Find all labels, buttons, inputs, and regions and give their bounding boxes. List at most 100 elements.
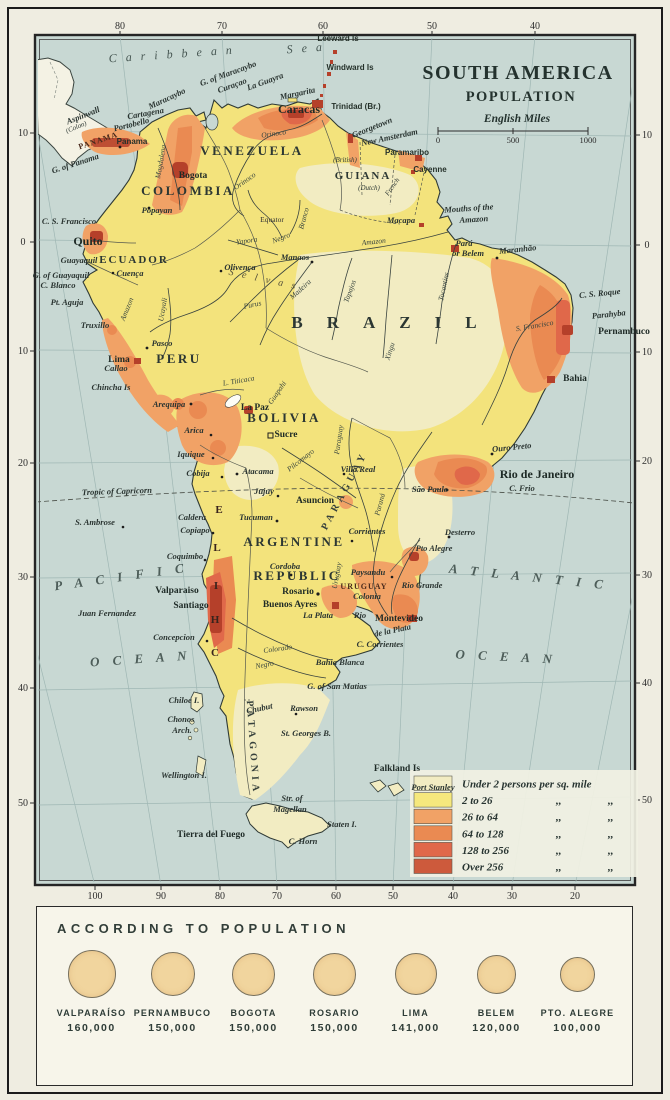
- map-label-sucre: Sucre: [274, 430, 297, 440]
- map-label-c-blanco: C. Blanco: [41, 280, 76, 290]
- legend-label-26-to-64: 26 to 64: [461, 812, 499, 824]
- scale-heading: English Miles: [483, 113, 551, 125]
- map-label-dutch: (Dutch): [358, 184, 380, 192]
- map-label-ecuador: ECUADOR: [99, 254, 169, 266]
- axis-right-10: 10: [642, 347, 652, 358]
- axis-left-30: 30: [18, 572, 28, 583]
- axis-left-0: 0: [21, 237, 26, 248]
- map-label-guiana: GUIANA: [335, 170, 392, 182]
- map-label-tierra-del-fuego: Tierra del Fuego: [177, 830, 245, 840]
- map-label-peru: PERU: [156, 351, 201, 366]
- axis-left-40: 40: [18, 683, 28, 694]
- axis-left-10: 10: [18, 128, 28, 139]
- axis-right-30: 30: [642, 570, 652, 581]
- map-label-bogota: Bogota: [179, 171, 208, 181]
- map-label-villa-real: Villa Real: [341, 464, 376, 474]
- axis-bottom-80: 80: [215, 891, 225, 902]
- map-label-venezuela: VENEZUELA: [200, 143, 303, 158]
- map-label-or-belem: or Belem: [452, 248, 484, 258]
- map-label-arch: Arch.: [171, 725, 192, 735]
- map-label-o-c-e-a-n: O C E A N: [89, 647, 191, 669]
- map-label-paramaribo: Paramaribo: [385, 148, 429, 157]
- map-canvas: SOUTH AMERICA POPULATION English Miles 8…: [18, 21, 652, 902]
- axis-bottom-20: 20: [570, 891, 580, 902]
- map-label-corrientes: Corrientes: [349, 526, 387, 536]
- legend-swatch-128-to-256: [413, 842, 453, 858]
- map-label-rio-de-janeiro: Rio de Janeiro: [500, 467, 574, 481]
- map-label-bahia: Bahia: [563, 374, 587, 384]
- map-label-quito: Quito: [73, 234, 102, 248]
- population-city-name: LIMA: [402, 1008, 429, 1018]
- legend-swatch-over-256: [413, 858, 453, 874]
- legend-swatch-2-to-26: [413, 792, 453, 808]
- map-label-la-paz: La Paz: [241, 403, 270, 413]
- map-label-l: L: [213, 542, 220, 554]
- map-label-c: C: [211, 647, 219, 659]
- axis-top-80: 80: [115, 21, 125, 32]
- map-label-s-e-a: S e a: [286, 40, 325, 57]
- population-city-name: BOGOTA: [230, 1008, 277, 1018]
- population-circle-box: [560, 944, 595, 1004]
- map-label-o-c-e-a-n: O C E A N: [455, 646, 557, 666]
- map-label-panama: Panama: [117, 137, 148, 146]
- population-city-bogota: BOGOTA 150,000: [213, 944, 294, 1034]
- legend-ditto-1: ,,: [555, 812, 562, 824]
- map-label-valparaiso: Valparaiso: [155, 586, 199, 596]
- map-label-bahia-blanca: Bahia Blanca: [315, 657, 365, 667]
- town-dots: [111, 145, 499, 716]
- map-label-macapa: Macapa: [386, 215, 416, 225]
- population-city-rosario: ROSARIO 150,000: [294, 944, 375, 1034]
- population-city-valpara-so: VALPARAÍSO 160,000: [51, 944, 132, 1034]
- legend-label-2-to-26: 2 to 26: [461, 795, 493, 807]
- map-label-rosario: Rosario: [282, 587, 314, 597]
- population-circle-box: [394, 944, 437, 1004]
- map-label-truxillo: Truxillo: [81, 320, 110, 330]
- map-label-c-frio: C. Frio: [509, 483, 535, 493]
- population-city-value: 100,000: [553, 1022, 602, 1034]
- axis-right-20: 20: [642, 456, 652, 467]
- map-label-c-s-roque: C. S. Roque: [578, 286, 621, 300]
- map-label-maranh-o: Maranhão: [498, 242, 537, 256]
- map-label-s-o-paulo: São Paulo: [412, 484, 448, 494]
- map-label-c-corrientes: C. Corrientes: [357, 639, 404, 649]
- map-label-cordoba: Cordoba: [270, 561, 301, 571]
- population-circle-box: [150, 944, 195, 1004]
- map-label-pasco: Pasco: [152, 338, 173, 348]
- map-label-rawson: Rawson: [289, 703, 318, 713]
- map-label-chonos: Chonos: [168, 714, 196, 724]
- population-city-name: ROSARIO: [309, 1008, 360, 1018]
- axis-top-60: 60: [318, 21, 328, 32]
- population-city-name: PTO. ALEGRE: [540, 1008, 615, 1018]
- population-circle-box: [477, 944, 516, 1004]
- map-label-rio-grande: Rio Grande: [401, 580, 443, 590]
- axis-top-70: 70: [217, 21, 227, 32]
- map-label-desterro: Desterro: [444, 527, 475, 537]
- title-block: SOUTH AMERICA POPULATION English Miles: [422, 62, 613, 135]
- scale-bar: [437, 127, 589, 135]
- map-label-staten-i: Staten I.: [327, 819, 357, 829]
- map-label-cayenne: Cayenne: [413, 165, 447, 174]
- map-subtitle: POPULATION: [466, 89, 577, 105]
- scale-tick-1000: 1000: [580, 135, 597, 145]
- axis-bottom-90: 90: [156, 891, 166, 902]
- map-label-colorado: Colorado: [263, 642, 293, 655]
- population-circle-valpara-so: [67, 950, 116, 998]
- axis-right-0: 0: [645, 240, 650, 251]
- rivers: [149, 113, 563, 679]
- map-label-leeward-is: Leeward Is: [317, 34, 359, 43]
- map-label-bolivia: BOLIVIA: [247, 410, 321, 425]
- map-label-lima: Lima: [108, 355, 130, 365]
- legend-label-64-to-128: 64 to 128: [462, 828, 504, 840]
- population-circle-box: [313, 944, 356, 1004]
- map-label-h: H: [211, 614, 220, 626]
- map-title: SOUTH AMERICA: [422, 62, 613, 84]
- map-label-g-of-guayaquil: G. of Guayaquil: [33, 270, 90, 280]
- population-circle-rosario: [313, 952, 356, 996]
- axis-right-50: 50: [642, 795, 652, 806]
- map-label-windward-is: Windward Is: [326, 63, 374, 72]
- map-label-ouro-preto: Ouro Preto: [492, 440, 532, 454]
- map-label-brazil: BRAZIL: [291, 313, 500, 332]
- map-label-british: (British): [333, 156, 357, 164]
